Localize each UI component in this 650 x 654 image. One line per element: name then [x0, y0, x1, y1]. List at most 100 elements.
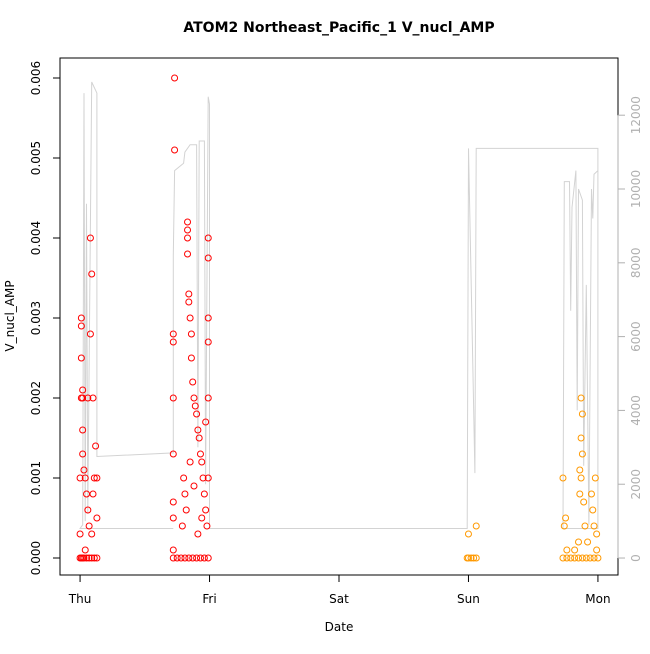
- point: [184, 234, 192, 242]
- point: [184, 226, 192, 234]
- point: [186, 458, 194, 466]
- point: [169, 498, 177, 506]
- point: [204, 554, 212, 562]
- point: [559, 474, 567, 482]
- y-tick-label: 0.000: [29, 541, 43, 575]
- point: [196, 554, 204, 562]
- point: [80, 554, 88, 562]
- point: [563, 546, 571, 554]
- point: [84, 394, 92, 402]
- x-axis-label: Date: [325, 620, 354, 634]
- point: [88, 554, 96, 562]
- point: [594, 554, 602, 562]
- point: [83, 554, 91, 562]
- point: [581, 522, 589, 530]
- point: [582, 554, 590, 562]
- point: [89, 394, 97, 402]
- point: [77, 354, 85, 362]
- point: [576, 466, 584, 474]
- point: [576, 490, 584, 498]
- point: [178, 522, 186, 530]
- point: [560, 522, 568, 530]
- point: [571, 554, 579, 562]
- point: [464, 554, 472, 562]
- point: [204, 254, 212, 262]
- point: [193, 554, 201, 562]
- point: [169, 546, 177, 554]
- point: [204, 474, 212, 482]
- y2-tick-label: 6000: [629, 321, 643, 352]
- point: [81, 546, 89, 554]
- point: [89, 490, 97, 498]
- point: [84, 506, 92, 514]
- point: [467, 554, 475, 562]
- point: [472, 522, 480, 530]
- point: [79, 386, 87, 394]
- point: [470, 554, 478, 562]
- point: [590, 554, 598, 562]
- point: [203, 522, 211, 530]
- y2-tick-label: 4000: [629, 395, 643, 426]
- point: [85, 522, 93, 530]
- x-tick-label: Sun: [457, 592, 480, 606]
- point: [92, 442, 100, 450]
- point: [584, 538, 592, 546]
- point: [200, 490, 208, 498]
- point: [204, 234, 212, 242]
- point: [593, 530, 601, 538]
- point: [575, 554, 583, 562]
- point: [181, 490, 189, 498]
- point: [88, 270, 96, 278]
- point: [571, 546, 579, 554]
- point: [200, 554, 208, 562]
- point: [76, 474, 84, 482]
- point: [93, 474, 101, 482]
- point: [575, 538, 583, 546]
- point: [93, 554, 101, 562]
- point: [578, 410, 586, 418]
- point: [577, 394, 585, 402]
- point: [93, 514, 101, 522]
- point: [186, 314, 194, 322]
- point: [171, 74, 179, 82]
- point: [79, 450, 87, 458]
- point: [77, 322, 85, 330]
- chart-title: ATOM2 Northeast_Pacific_1 V_nucl_AMP: [183, 20, 494, 36]
- y2-tick-label: 10000: [629, 170, 643, 208]
- point: [85, 554, 93, 562]
- point: [171, 146, 179, 154]
- point: [169, 338, 177, 346]
- point: [185, 290, 193, 298]
- point: [198, 514, 206, 522]
- point: [464, 530, 472, 538]
- point: [169, 514, 177, 522]
- point: [90, 474, 98, 482]
- point: [204, 394, 212, 402]
- x-tick-label: Thu: [68, 592, 92, 606]
- point: [173, 554, 181, 562]
- point: [184, 250, 192, 258]
- point: [187, 330, 195, 338]
- point: [202, 506, 210, 514]
- point: [184, 218, 192, 226]
- point: [196, 450, 204, 458]
- point: [80, 466, 88, 474]
- series-line: [79, 81, 599, 529]
- point: [79, 394, 87, 402]
- point: [578, 450, 586, 458]
- y-tick-label: 0.006: [29, 61, 43, 95]
- point: [88, 530, 96, 538]
- point: [185, 298, 193, 306]
- point: [169, 554, 177, 562]
- point: [189, 378, 197, 386]
- y-tick-label: 0.001: [29, 461, 43, 495]
- point: [169, 394, 177, 402]
- point: [79, 426, 87, 434]
- point: [562, 514, 570, 522]
- y-tick-label: 0.002: [29, 381, 43, 415]
- point: [204, 338, 212, 346]
- y2-tick-label: 0: [629, 554, 643, 562]
- point: [195, 434, 203, 442]
